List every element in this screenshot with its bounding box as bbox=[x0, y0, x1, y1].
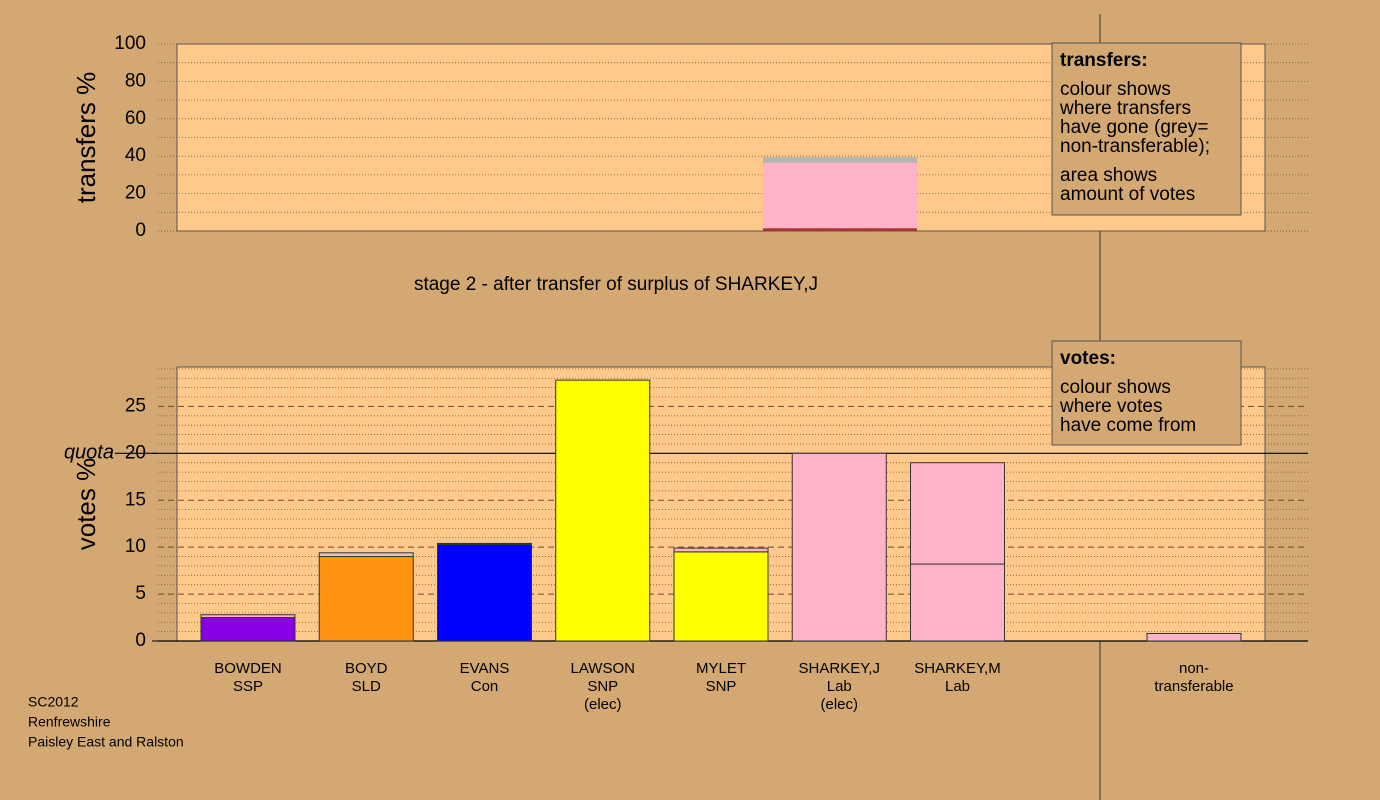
x-tick-label: BOYD bbox=[345, 660, 388, 677]
x-tick-label: SHARKEY,J bbox=[799, 660, 880, 677]
y-tick-label: 80 bbox=[125, 70, 146, 91]
bar-segment bbox=[318, 552, 414, 558]
x-tick-label: SNP bbox=[587, 678, 618, 695]
x-tick-label: Lab bbox=[827, 678, 852, 695]
key-text: have gone (grey= bbox=[1060, 117, 1208, 138]
footer: SC2012 bbox=[28, 694, 79, 710]
x-tick-label: non- bbox=[1179, 660, 1209, 677]
x-tick-label: SSP bbox=[233, 678, 263, 695]
y-tick-label: 10 bbox=[125, 536, 146, 557]
transfer-bar bbox=[763, 228, 917, 231]
y-tick-label: 60 bbox=[125, 108, 146, 129]
key-text: area shows bbox=[1060, 165, 1157, 186]
y-tick-label: 0 bbox=[135, 220, 146, 241]
x-tick-label: Con bbox=[471, 678, 499, 695]
key-text: where votes bbox=[1059, 396, 1162, 417]
y-tick-label: 25 bbox=[125, 395, 146, 416]
stage-title: stage 2 - after transfer of surplus of S… bbox=[414, 274, 818, 295]
x-tick-label: Lab bbox=[945, 678, 970, 695]
key-title: votes: bbox=[1060, 348, 1116, 369]
bar-segment bbox=[555, 379, 651, 642]
footer: Paisley East and Ralston bbox=[28, 734, 184, 750]
bar-segment bbox=[437, 543, 532, 642]
transfer-bar bbox=[763, 162, 917, 229]
key-text: amount of votes bbox=[1060, 184, 1195, 205]
key-box bbox=[1051, 340, 1242, 446]
bar-segment bbox=[200, 614, 296, 619]
key-text: non-transferable); bbox=[1060, 136, 1210, 157]
bar-segment bbox=[673, 547, 769, 553]
bar-segment bbox=[791, 452, 887, 642]
quota-label: quota bbox=[64, 442, 114, 464]
transfer-bar bbox=[763, 157, 917, 163]
y-tick-label: 20 bbox=[125, 183, 146, 204]
y-axis-title: transfers % bbox=[71, 72, 101, 204]
footer: Renfrewshire bbox=[28, 714, 111, 730]
x-tick-label: BOWDEN bbox=[214, 660, 282, 677]
bar-segment bbox=[318, 556, 414, 642]
x-tick-label: SHARKEY,M bbox=[914, 660, 1000, 677]
x-tick-label: (elec) bbox=[584, 696, 622, 713]
x-tick-label: transferable bbox=[1154, 678, 1233, 695]
bar-segment bbox=[910, 462, 1005, 565]
key-text: where transfers bbox=[1059, 98, 1191, 119]
bar-segment bbox=[1146, 632, 1242, 642]
y-tick-label: 100 bbox=[114, 33, 146, 54]
key-text: have come from bbox=[1060, 415, 1196, 436]
y-tick-label: 15 bbox=[125, 489, 146, 510]
bar-segment bbox=[437, 542, 532, 545]
key-box bbox=[1051, 42, 1242, 216]
y-tick-label: 5 bbox=[135, 583, 146, 604]
key-text: colour shows bbox=[1060, 377, 1171, 398]
x-tick-label: SNP bbox=[706, 678, 737, 695]
y-axis-title: votes % bbox=[71, 458, 101, 551]
x-tick-label: EVANS bbox=[460, 660, 510, 677]
bar-segment bbox=[910, 563, 1005, 642]
x-tick-label: SLD bbox=[352, 678, 381, 695]
x-tick-label: LAWSON bbox=[571, 660, 635, 677]
y-tick-label: 0 bbox=[135, 630, 146, 651]
x-tick-label: MYLET bbox=[696, 660, 746, 677]
bar-segment bbox=[200, 617, 296, 642]
y-tick-label: 40 bbox=[125, 145, 146, 166]
x-tick-label: (elec) bbox=[820, 696, 858, 713]
key-title: transfers: bbox=[1060, 50, 1148, 71]
bar-segment bbox=[673, 551, 769, 642]
key-text: colour shows bbox=[1060, 79, 1171, 100]
